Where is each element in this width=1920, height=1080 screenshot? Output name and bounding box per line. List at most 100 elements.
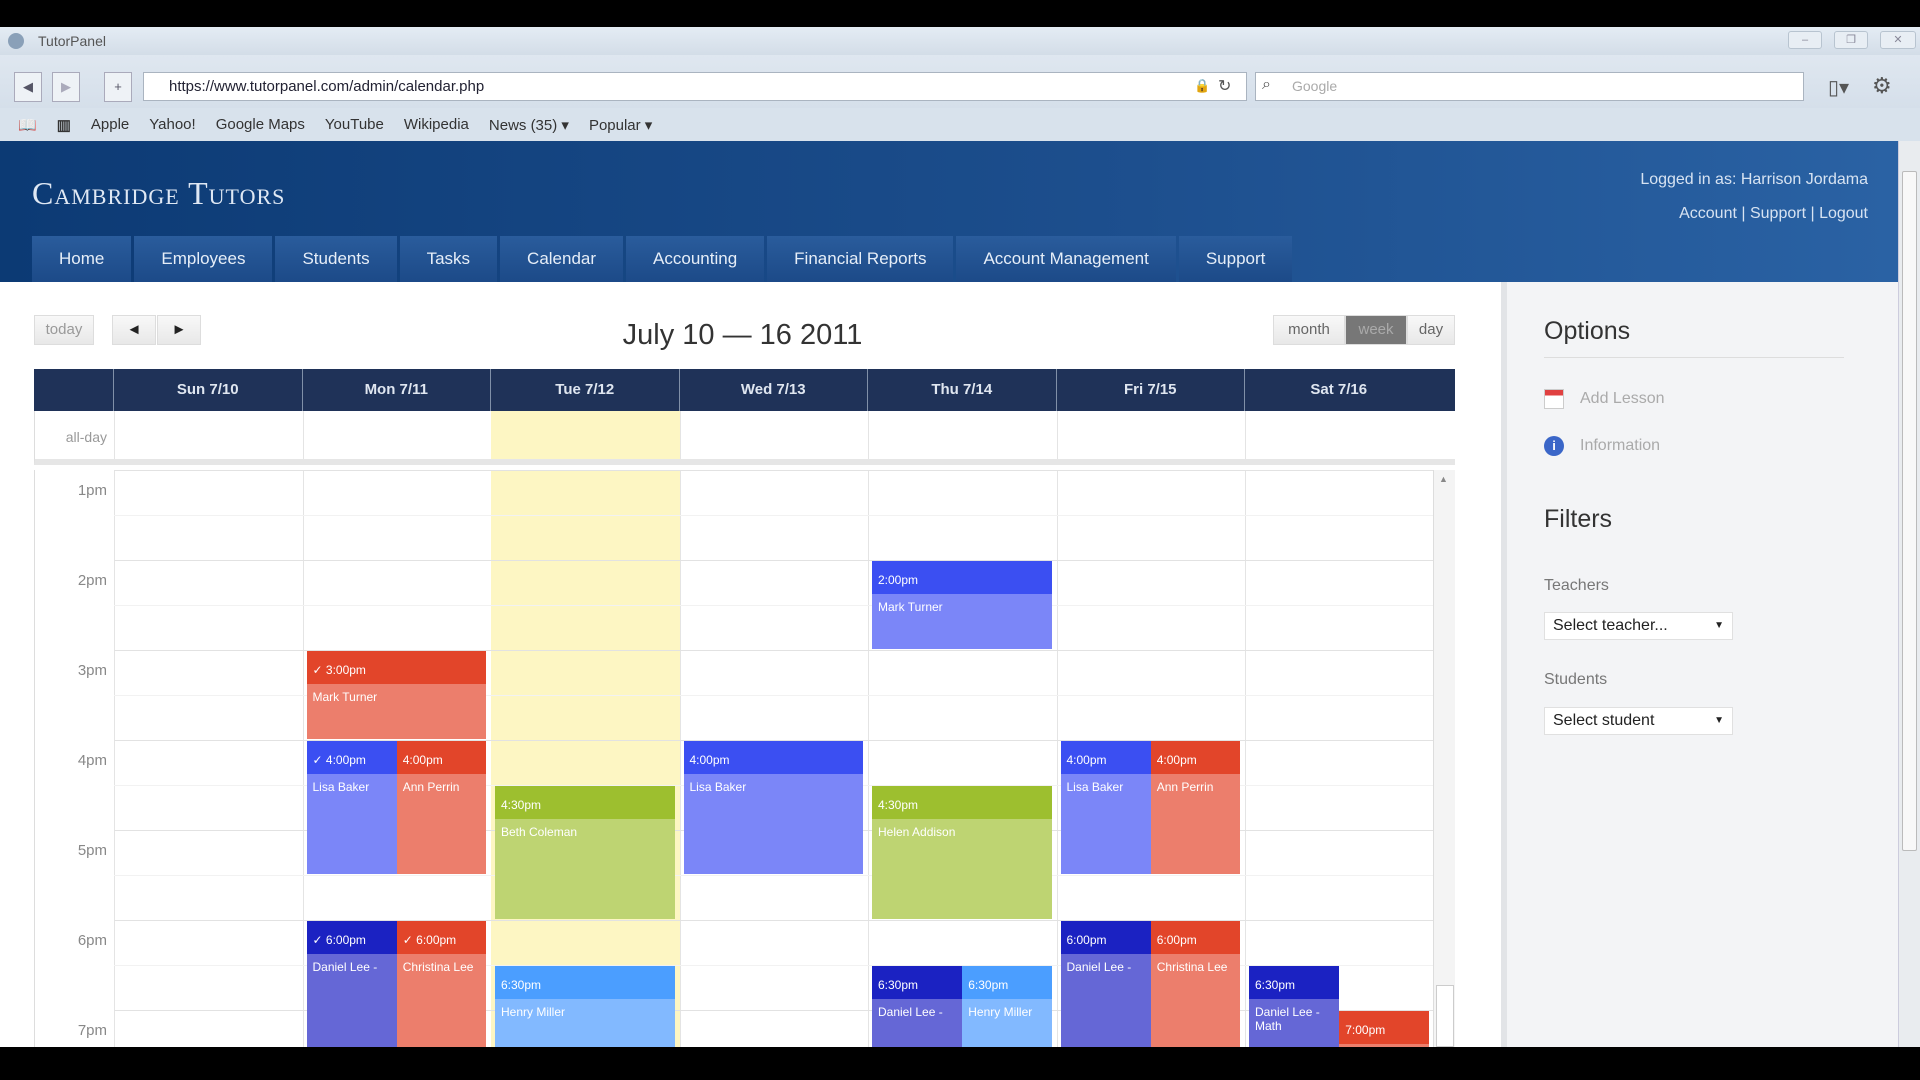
calendar-event[interactable]: 6:00pm Daniel Lee - — [1060, 921, 1151, 1047]
user-info: Logged in as: Harrison Jordama Account |… — [1640, 163, 1868, 231]
gear-icon[interactable]: ⚙ — [1872, 73, 1892, 98]
event-title: Daniel Lee - Math — [1255, 1005, 1320, 1033]
nav-tab-tasks[interactable]: Tasks — [399, 236, 498, 282]
calendar-event[interactable]: 6:30pm Daniel Lee - Math — [1249, 966, 1340, 1047]
event-title: Henry Miller — [968, 1005, 1033, 1019]
student-select[interactable]: Select student ▼ — [1544, 707, 1733, 735]
calendar-event[interactable]: 4:30pm Beth Coleman — [495, 786, 675, 919]
browser-toolbar: ◀ ▶ + https://www.tutorpanel.com/admin/c… — [0, 55, 1920, 108]
add-bookmark-button[interactable]: + — [104, 72, 132, 102]
scroll-up-icon[interactable]: ▲ — [1439, 474, 1448, 484]
calendar-event[interactable]: ✓ 4:00pm Lisa Baker — [306, 741, 397, 874]
divider — [1544, 357, 1844, 358]
day-header: Sun 7/10 — [113, 369, 302, 411]
event-title: Ann Perrin — [402, 780, 460, 794]
next-week-button[interactable]: ► — [157, 315, 201, 345]
account-link[interactable]: Account — [1679, 205, 1737, 222]
back-button[interactable]: ◀ — [14, 72, 42, 102]
event-title: Daniel Lee - — [1066, 960, 1132, 974]
calendar-event[interactable]: 6:30pm Henry Miller — [495, 966, 675, 1047]
bookmark-google-maps[interactable]: Google Maps — [215, 116, 305, 133]
nav-tab-students[interactable]: Students — [275, 236, 397, 282]
prev-week-button[interactable]: ◄ — [112, 315, 156, 345]
bookmark-apple[interactable]: Apple — [90, 116, 130, 133]
nav-tab-calendar[interactable]: Calendar — [500, 236, 624, 282]
search-icon: ⌕ — [1262, 76, 1271, 93]
time-grid[interactable]: ▲ 1pm 2pm 3pm 4pm 5pm 6pm 7pm 2:00pm Mark Turner… — [34, 470, 1455, 1047]
day-header: Fri 7/15 — [1055, 369, 1245, 411]
site-header: Cambridge Tutors Logged in as: Harrison … — [0, 141, 1898, 282]
event-time: 6:30pm — [872, 966, 963, 999]
add-lesson-link[interactable]: Add Lesson — [1580, 390, 1665, 407]
day-divider — [1245, 470, 1246, 1047]
logout-link[interactable]: Logout — [1819, 205, 1868, 222]
calendar-event[interactable]: ✓ 6:00pm Daniel Lee - — [306, 921, 397, 1047]
view-month-button[interactable]: month — [1273, 315, 1345, 345]
student-select-value: Select student — [1553, 712, 1655, 729]
support-link[interactable]: Support — [1749, 205, 1807, 222]
page-scrollbar[interactable] — [1898, 141, 1920, 1047]
time-label: 6pm — [77, 932, 107, 949]
day-divider — [868, 411, 869, 459]
maximize-button[interactable]: ❐ — [1834, 31, 1868, 49]
nav-tab-support[interactable]: Support — [1178, 236, 1293, 282]
calendar-event[interactable]: 6:30pm Daniel Lee - — [872, 966, 963, 1047]
time-label: 1pm — [77, 482, 107, 499]
calendar-event[interactable]: ✓ 6:00pm Christina Lee — [396, 921, 486, 1047]
scrollbar-thumb[interactable] — [1436, 985, 1454, 1047]
calendar-event[interactable]: 4:00pm Ann Perrin — [396, 741, 486, 874]
bookmark-popular[interactable]: Popular ▾ — [588, 116, 653, 134]
search-input[interactable]: Google — [1255, 72, 1804, 101]
calendar-event[interactable]: 4:00pm Lisa Baker — [683, 741, 863, 874]
nav-tab-home[interactable]: Home — [32, 236, 132, 282]
nav-tab-financial-reports[interactable]: Financial Reports — [767, 236, 954, 282]
minimize-button[interactable]: – — [1788, 31, 1822, 49]
half-hour-line — [114, 965, 1433, 966]
calendar-event[interactable]: 2:00pm Mark Turner — [872, 561, 1052, 649]
calendar-event[interactable]: 4:30pm Helen Addison — [872, 786, 1052, 919]
nav-tab-employees[interactable]: Employees — [134, 236, 273, 282]
event-time: 6:30pm — [962, 966, 1052, 999]
event-time: 7:00pm — [1339, 1011, 1429, 1044]
teachers-label: Teachers — [1544, 577, 1609, 594]
close-button[interactable]: ✕ — [1880, 31, 1916, 49]
bookmark-yahoo[interactable]: Yahoo! — [149, 116, 196, 133]
event-title: Daniel Lee - — [312, 960, 378, 974]
page-menu-icon[interactable]: ▯▾ — [1828, 77, 1850, 99]
event-time: 4:00pm — [683, 741, 863, 774]
bookmark-wikipedia[interactable]: Wikipedia — [403, 116, 469, 133]
calendar-event[interactable]: 6:00pm Christina Lee — [1150, 921, 1240, 1047]
address-bar[interactable]: https://www.tutorpanel.com/admin/calenda… — [143, 72, 1247, 101]
nav-tab-account-management[interactable]: Account Management — [956, 236, 1176, 282]
bookmark-youtube[interactable]: YouTube — [324, 116, 384, 133]
today-button[interactable]: today — [34, 315, 94, 345]
calendar-event[interactable]: 6:30pm Henry Miller — [962, 966, 1052, 1047]
reload-icon[interactable]: ↻ — [1218, 78, 1232, 95]
calendar-event[interactable]: 4:00pm Ann Perrin — [1150, 741, 1240, 874]
information-link[interactable]: Information — [1580, 437, 1661, 454]
calendar-scrollbar[interactable]: ▲ — [1433, 470, 1455, 1047]
event-time: 6:30pm — [495, 966, 675, 999]
event-title: Lisa Baker — [1066, 780, 1124, 794]
nav-tab-accounting[interactable]: Accounting — [626, 236, 765, 282]
view-day-button[interactable]: day — [1407, 315, 1455, 345]
time-label: 7pm — [77, 1022, 107, 1039]
event-time: 4:00pm — [1150, 741, 1240, 774]
day-header: Wed 7/13 — [678, 369, 868, 411]
event-title: Beth Coleman — [501, 825, 578, 839]
calendar-event[interactable]: ✓ 3:00pm Mark Turner — [306, 651, 486, 739]
forward-button[interactable]: ▶ — [52, 72, 80, 102]
top-sites-icon[interactable]: ▥ — [56, 116, 71, 134]
bookmark-news[interactable]: News (35) ▾ — [488, 116, 569, 134]
calendar-event[interactable]: 7:00pm — [1339, 1011, 1429, 1047]
options-sidebar: Options Add Lesson i Information Filters… — [1501, 282, 1898, 1047]
view-week-button[interactable]: week — [1345, 315, 1407, 345]
teacher-select[interactable]: Select teacher... ▼ — [1544, 612, 1733, 640]
hour-line — [114, 560, 1433, 561]
reading-list-icon[interactable]: 📖 — [18, 116, 37, 134]
calendar-event[interactable]: 4:00pm Lisa Baker — [1060, 741, 1151, 874]
half-hour-line — [114, 605, 1433, 606]
page-scrollbar-thumb[interactable] — [1902, 171, 1917, 851]
main-nav: Home Employees Students Tasks Calendar Accoun… — [32, 236, 1293, 282]
event-time: 4:00pm — [1060, 741, 1151, 774]
